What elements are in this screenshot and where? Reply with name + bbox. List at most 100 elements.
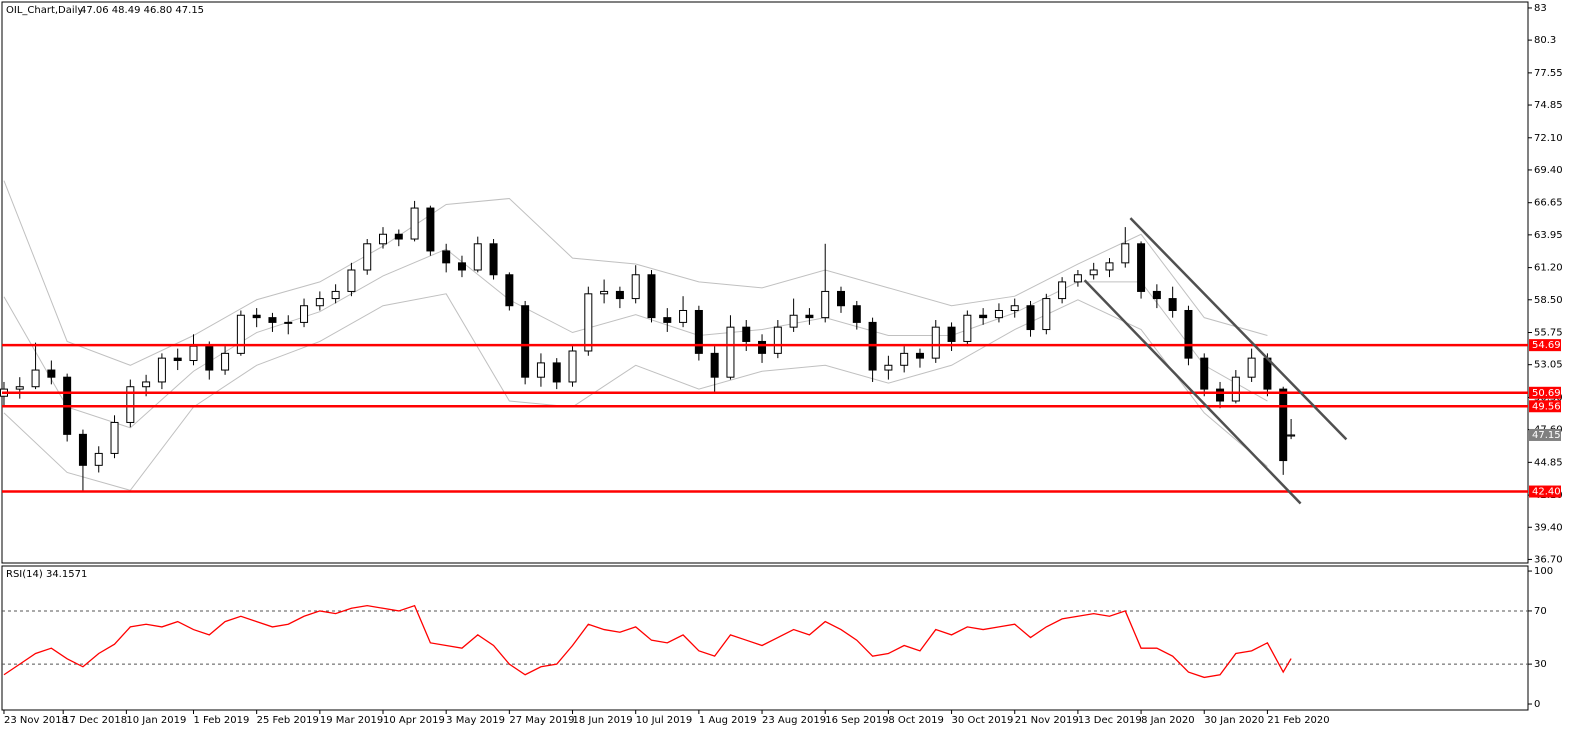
level-label: 42.40 [1532,487,1561,498]
candle-body [884,364,893,371]
candle-body [568,350,577,383]
candle-body [631,274,640,300]
level-label-bg [1529,485,1561,498]
x-tick-label: 23 Aug 2019 [762,715,826,726]
y-tick-label: 80.3 [1534,35,1556,46]
candle-body [110,421,119,454]
y-tick-label: 53.05 [1534,360,1563,371]
x-tick-label: 25 Feb 2019 [257,715,319,726]
candle-body [963,314,972,342]
chart-title: OIL_Chart,Daily [6,5,83,16]
x-tick-label: 10 Apr 2019 [383,715,445,726]
candle-body [1089,269,1098,276]
x-tick-label: 21 Nov 2019 [1015,715,1079,726]
y-tick-label: 36.70 [1534,554,1563,565]
y-tick-label: 77.55 [1534,68,1563,79]
candle-body [94,452,103,466]
candle-body [142,381,151,388]
candle-body [473,243,482,271]
y-tick-label: 39.40 [1534,522,1563,533]
level-label: 54.69 [1532,340,1561,351]
candle-body [1105,262,1114,271]
candle-body [694,309,703,354]
x-tick-label: 1 Feb 2019 [193,715,249,726]
x-tick-label: 27 May 2019 [509,715,574,726]
candle-body [805,314,814,319]
y-tick-label: 30 [1534,659,1547,670]
candle-body [1042,298,1051,331]
candle-body [236,314,245,354]
y-tick-label: 55.75 [1534,328,1563,339]
y-tick-label: 70 [1534,606,1547,617]
candle-body [268,317,277,323]
candle-body [742,326,751,342]
candle-body [1216,388,1225,402]
x-tick-label: 1 Aug 2019 [699,715,757,726]
candle-body [1026,305,1035,331]
x-tick-label: 8 Jan 2020 [1141,715,1195,726]
x-tick-label: 30 Jan 2020 [1204,715,1264,726]
level-label-bg [1529,400,1561,413]
bollinger-middle [3,248,1268,429]
candle-body [31,369,40,388]
candle-body [300,305,309,323]
candle-body [410,207,419,240]
candle-body [1010,305,1019,311]
candle-body [15,386,24,390]
candle-body [789,314,798,328]
y-tick-label: 44.85 [1534,457,1563,468]
x-tick-label: 3 May 2019 [446,715,505,726]
rsi-title: RSI(14) 34.1571 [6,569,87,580]
candle-body [1247,357,1256,378]
level-label: 49.56 [1532,401,1561,412]
candle-body [489,243,498,276]
x-tick-label: 17 Dec 2018 [63,715,127,726]
candle-body [663,317,672,323]
candle-body [47,369,56,378]
y-tick-label: 0 [1534,699,1540,710]
candle-body [252,314,261,319]
candle-body [647,274,656,319]
candle-body [363,243,372,271]
x-tick-label: 23 Nov 2018 [4,715,68,726]
candle-body [1152,290,1161,300]
bollinger-upper [3,180,1268,366]
candle-body [994,309,1003,319]
trend-line [1129,217,1348,441]
candle-body [536,362,545,378]
candle-body [852,305,861,323]
candle-body [1168,298,1177,311]
candle-body [78,433,87,466]
x-tick-label: 19 Mar 2019 [320,715,383,726]
candle-body [221,352,230,371]
candle-body [284,321,293,324]
x-tick-label: 10 Jan 2019 [126,715,186,726]
y-tick-label: 72.10 [1534,133,1563,144]
level-label-bg [1529,339,1561,352]
candle-body [979,314,988,319]
candle-body [379,233,388,245]
candle-body [584,293,593,352]
candle-body [1184,309,1193,359]
candle-body [552,362,561,383]
price-pane [1,1,1529,564]
x-tick-label: 16 Sep 2019 [825,715,888,726]
candle-body [126,386,135,423]
y-tick-label: 100 [1534,566,1553,577]
y-tick-label: 61.20 [1534,263,1563,274]
x-tick-label: 21 Feb 2020 [1267,715,1329,726]
candle-body [615,290,624,300]
y-tick-label: 66.65 [1534,198,1563,209]
candle-body [189,345,198,362]
current-price-label: 47.15 [1532,430,1561,441]
candle-body [457,262,466,271]
y-tick-label: 83 [1534,3,1547,14]
y-tick-label: 58.50 [1534,295,1563,306]
trend-line [1083,279,1302,505]
rsi-pane [1,565,1529,711]
candle-body [1121,243,1130,264]
candle-body [505,274,514,307]
rsi-line [3,604,1292,679]
candle-body [821,290,830,319]
